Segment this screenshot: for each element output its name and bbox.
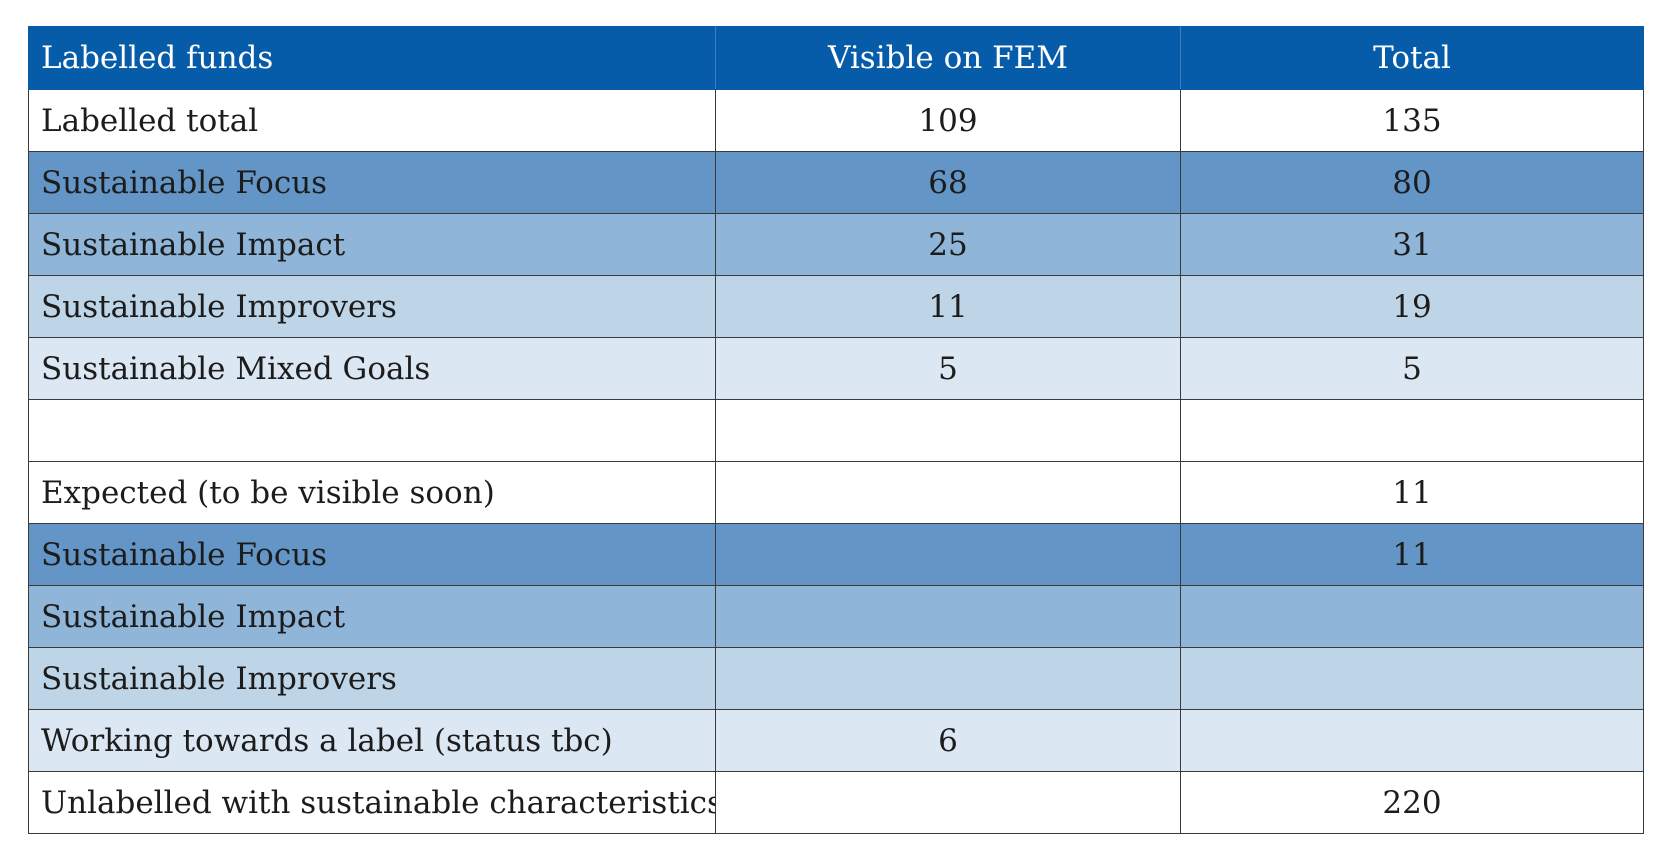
row-total	[1180, 709, 1644, 772]
row-visible-on-fem	[715, 399, 1181, 462]
table-row: Sustainable Focus 68 80	[28, 151, 1644, 214]
table-row: Sustainable Mixed Goals 5 5	[28, 337, 1644, 400]
row-visible-on-fem: 109	[715, 89, 1181, 152]
header-visible-on-fem: Visible on FEM	[715, 26, 1181, 90]
row-total: 19	[1180, 275, 1644, 338]
row-visible-on-fem: 11	[715, 275, 1181, 338]
header-row: Labelled funds Visible on FEM Total	[28, 26, 1644, 90]
row-label: Sustainable Improvers	[28, 275, 716, 338]
table-row: Expected (to be visible soon) 11	[28, 461, 1644, 524]
header-labelled-funds: Labelled funds	[28, 26, 716, 90]
table-row: Sustainable Improvers 11 19	[28, 275, 1644, 338]
row-total: 31	[1180, 213, 1644, 276]
row-label: Sustainable Improvers	[28, 647, 716, 710]
funds-table: Labelled funds Visible on FEM Total Labe…	[28, 26, 1644, 834]
row-visible-on-fem	[715, 585, 1181, 648]
row-visible-on-fem	[715, 771, 1181, 834]
table-row: Unlabelled with sustainable characterist…	[28, 771, 1644, 834]
row-label: Sustainable Mixed Goals	[28, 337, 716, 400]
header-total: Total	[1180, 26, 1644, 90]
row-label: Sustainable Focus	[28, 151, 716, 214]
row-label: Sustainable Focus	[28, 523, 716, 586]
row-total: 5	[1180, 337, 1644, 400]
row-label: Working towards a label (status tbc)	[28, 709, 716, 772]
table-row: Sustainable Improvers	[28, 647, 1644, 710]
row-visible-on-fem: 6	[715, 709, 1181, 772]
table-row: Working towards a label (status tbc) 6	[28, 709, 1644, 772]
row-visible-on-fem: 25	[715, 213, 1181, 276]
row-total	[1180, 647, 1644, 710]
row-label	[28, 399, 716, 462]
row-label: Sustainable Impact	[28, 585, 716, 648]
row-total: 11	[1180, 461, 1644, 524]
row-total	[1180, 585, 1644, 648]
row-label: Expected (to be visible soon)	[28, 461, 716, 524]
row-total: 135	[1180, 89, 1644, 152]
row-visible-on-fem	[715, 461, 1181, 524]
row-total: 220	[1180, 771, 1644, 834]
table-row	[28, 399, 1644, 462]
row-visible-on-fem	[715, 647, 1181, 710]
table-row: Labelled total 109 135	[28, 89, 1644, 152]
row-visible-on-fem: 68	[715, 151, 1181, 214]
row-label: Labelled total	[28, 89, 716, 152]
row-visible-on-fem: 5	[715, 337, 1181, 400]
table-row: Sustainable Impact 25 31	[28, 213, 1644, 276]
row-total	[1180, 399, 1644, 462]
row-total: 11	[1180, 523, 1644, 586]
row-total: 80	[1180, 151, 1644, 214]
row-label: Unlabelled with sustainable characterist…	[28, 771, 716, 834]
row-label: Sustainable Impact	[28, 213, 716, 276]
table-row: Sustainable Focus 11	[28, 523, 1644, 586]
table-row: Sustainable Impact	[28, 585, 1644, 648]
row-visible-on-fem	[715, 523, 1181, 586]
